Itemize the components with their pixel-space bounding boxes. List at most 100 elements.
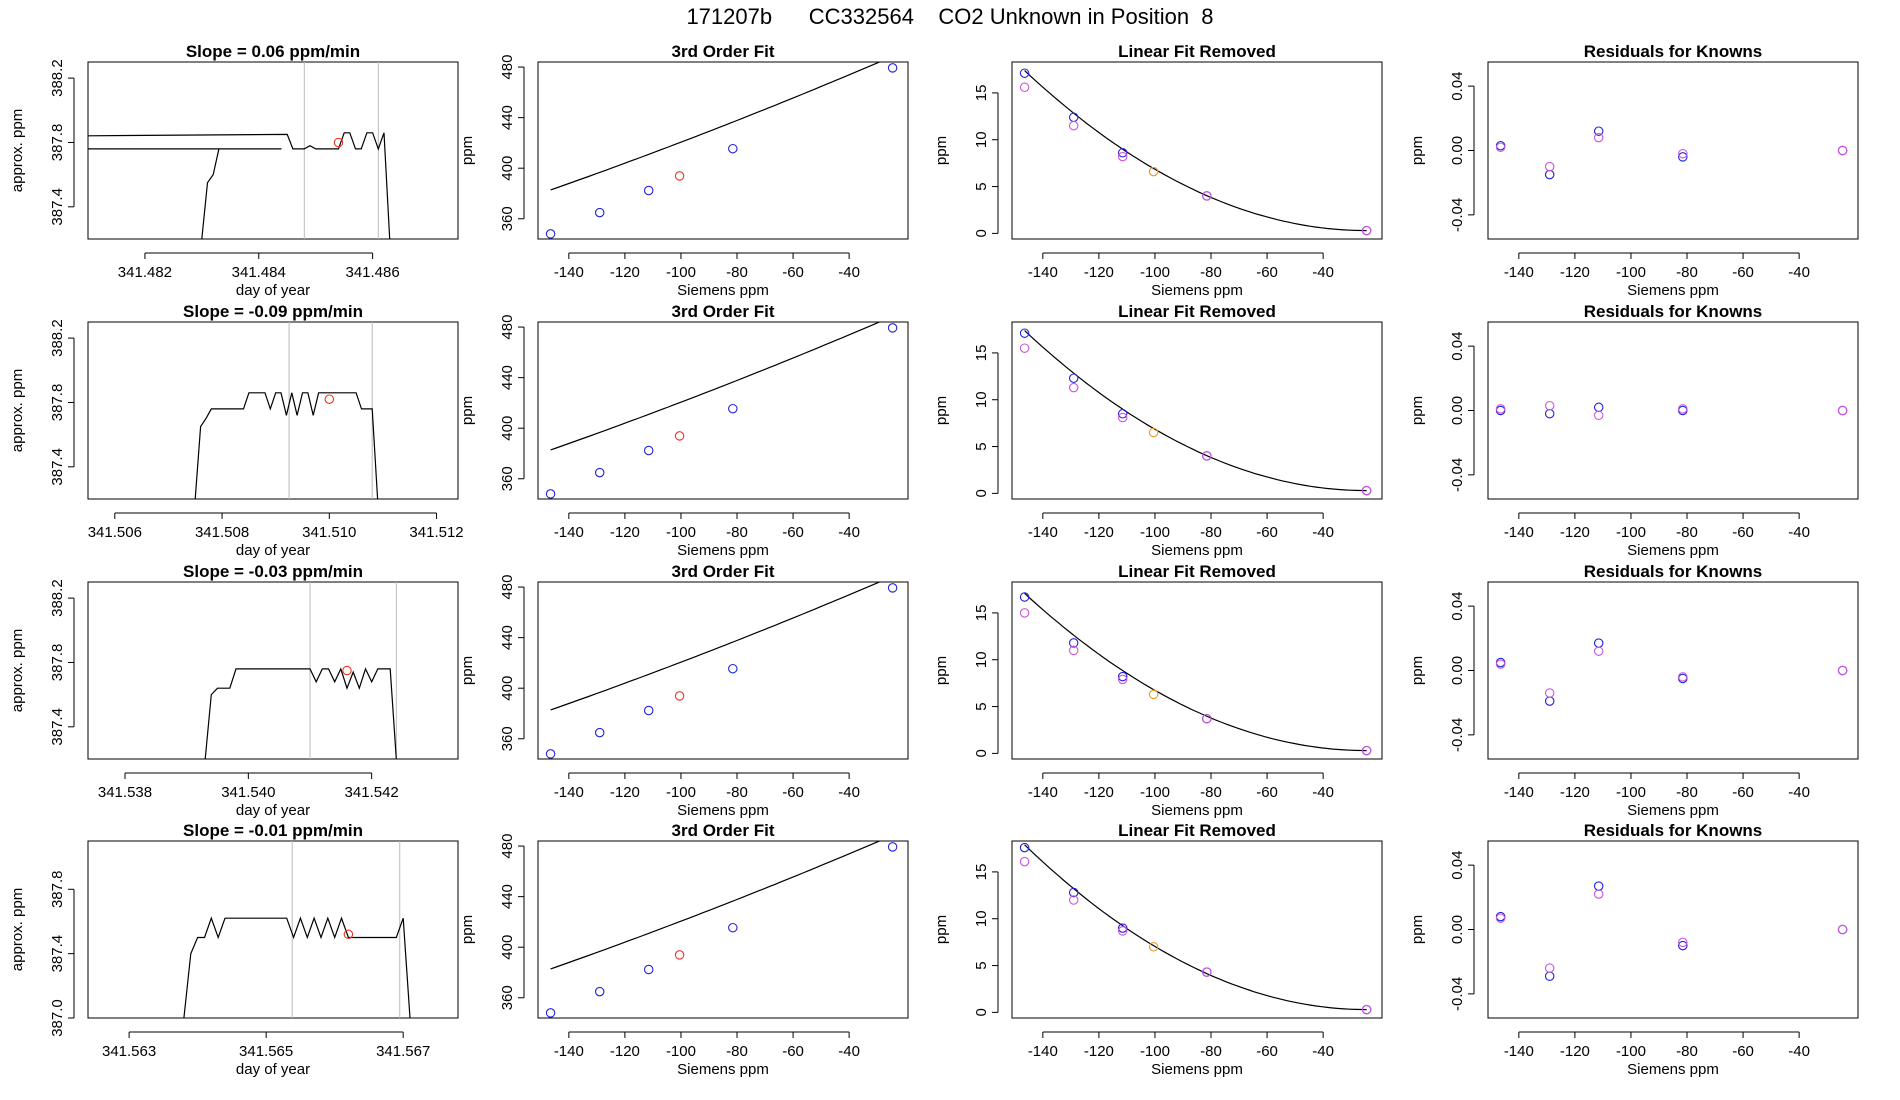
x-axis-label: Siemens ppm (677, 542, 769, 559)
data-point-violet (1202, 451, 1212, 461)
plot-frame (87, 61, 459, 240)
data-point-violet (1678, 672, 1688, 682)
x-tick-label: -40 (1788, 524, 1810, 541)
y-axis-label: ppm (459, 915, 476, 944)
fit-curve (550, 322, 882, 451)
x-tick-label: 341.565 (239, 1043, 293, 1060)
data-point-violet (1678, 148, 1688, 159)
y-tick-label: 0.00 (1449, 915, 1466, 944)
x-tick-label: -140 (554, 264, 584, 281)
y-tick-label: 387.0 (49, 999, 66, 1037)
x-tick-label: -60 (1256, 1043, 1278, 1060)
chart-title: Residuals for Knowns (1584, 42, 1763, 61)
x-axis-label: Siemens ppm (677, 1061, 769, 1078)
y-tick-label: 388.2 (49, 319, 66, 357)
y-axis-label: ppm (933, 396, 950, 425)
chart-title: Slope = -0.03 ppm/min (183, 562, 363, 581)
x-tick-label: -100 (1616, 524, 1646, 541)
data-point-violet (1544, 400, 1555, 411)
x-tick-label: -140 (554, 784, 584, 801)
x-axis-label: day of year (236, 1061, 310, 1078)
x-tick-label: -80 (1200, 524, 1222, 541)
data-point-blue (545, 229, 556, 239)
y-tick-label: 0 (973, 1008, 990, 1016)
data-point-blue (1068, 112, 1079, 123)
x-axis-label: Siemens ppm (1627, 542, 1719, 559)
data-point-violet (1019, 856, 1030, 867)
data-point-blue (1117, 923, 1128, 933)
chart-title: 3rd Order Fit (672, 562, 775, 581)
y-tick-label: 440 (499, 625, 516, 650)
x-tick-label: 341.538 (98, 784, 152, 801)
chart-panel-r3c2: 3rd Order Fit -140 -120 -100 -80 -60 -40 Siemen… (459, 562, 909, 819)
chart-title: 3rd Order Fit (672, 821, 775, 840)
x-tick-label: -40 (838, 524, 860, 541)
y-axis-label: ppm (933, 656, 950, 685)
x-tick-label: -60 (1256, 264, 1278, 281)
y-tick-label: -0.04 (1449, 977, 1466, 1011)
y-tick-label: 0 (973, 489, 990, 497)
plot-frame (87, 581, 459, 760)
y-tick-label: 360 (499, 206, 516, 231)
data-point-blue (1068, 373, 1079, 383)
data-point-blue (594, 727, 605, 738)
data-point-violet (1544, 161, 1555, 172)
y-tick-label: 387.8 (49, 384, 66, 422)
data-point-blue (545, 749, 556, 759)
data-point-blue (728, 143, 738, 154)
y-tick-label: 0.00 (1449, 136, 1466, 165)
data-point-blue (1117, 671, 1128, 682)
data-point-blue (887, 323, 898, 333)
data-point-violet (1495, 404, 1506, 414)
fit-curve (550, 582, 882, 711)
y-tick-label: 10 (973, 131, 990, 148)
data-point-red (674, 431, 685, 441)
data-point-blue (1593, 126, 1604, 136)
x-tick-label: -100 (1616, 784, 1646, 801)
x-tick-label: -120 (610, 524, 640, 541)
data-point-blue (728, 403, 738, 414)
y-tick-label: 5 (973, 702, 990, 710)
fit-curve (1024, 844, 1367, 1011)
plot-frame (1011, 581, 1383, 760)
chart-panel-r3c3: Linear Fit Removed -140 -120 -100 -80 -60 -40 S… (933, 562, 1383, 819)
x-tick-label: -140 (1028, 524, 1058, 541)
x-tick-label: 341.540 (221, 784, 275, 801)
x-tick-label: -40 (1788, 264, 1810, 281)
data-point-violet (1117, 151, 1128, 162)
plot-frame (537, 321, 909, 500)
data-point-violet (1361, 745, 1372, 756)
chart-panel-r1c2: 3rd Order Fit -140 -120 -100 -80 -60 -40 Siemen… (459, 42, 909, 299)
x-tick-label: -120 (1084, 1043, 1114, 1060)
data-point-violet (1837, 665, 1848, 676)
data-point-violet (1068, 645, 1079, 656)
data-point-violet (1019, 82, 1030, 93)
x-axis-label: Siemens ppm (677, 282, 769, 299)
chart-title: Linear Fit Removed (1118, 821, 1276, 840)
fit-curve (550, 62, 882, 191)
x-tick-label: -40 (1788, 1043, 1810, 1060)
x-tick-label: -100 (666, 1043, 696, 1060)
data-point-blue (1019, 592, 1030, 602)
y-tick-label: 0.00 (1449, 656, 1466, 685)
data-point-blue (728, 922, 738, 933)
y-axis-label: approx. ppm (9, 369, 26, 452)
x-tick-label: -40 (838, 1043, 860, 1060)
x-axis-label: Siemens ppm (1151, 1061, 1243, 1078)
y-tick-label: 5 (973, 182, 990, 190)
x-tick-label: 341.484 (232, 264, 286, 281)
y-tick-label: 387.4 (49, 188, 66, 226)
x-tick-label: -80 (1200, 264, 1222, 281)
chart-panel-r2c1: Slope = -0.09 ppm/min 341.506 341.508 341.5… (9, 302, 464, 559)
data-point-orange (1148, 942, 1159, 952)
data-point-violet (1202, 713, 1212, 724)
y-axis-label: ppm (933, 136, 950, 165)
x-tick-label: -80 (1200, 784, 1222, 801)
x-tick-label: -140 (554, 1043, 584, 1060)
y-axis-label: ppm (1409, 656, 1426, 685)
y-axis-label: ppm (1409, 915, 1426, 944)
x-tick-label: -120 (1560, 524, 1590, 541)
data-point-blue (1678, 152, 1688, 162)
x-tick-label: -140 (1028, 264, 1058, 281)
x-axis-label: day of year (236, 282, 310, 299)
